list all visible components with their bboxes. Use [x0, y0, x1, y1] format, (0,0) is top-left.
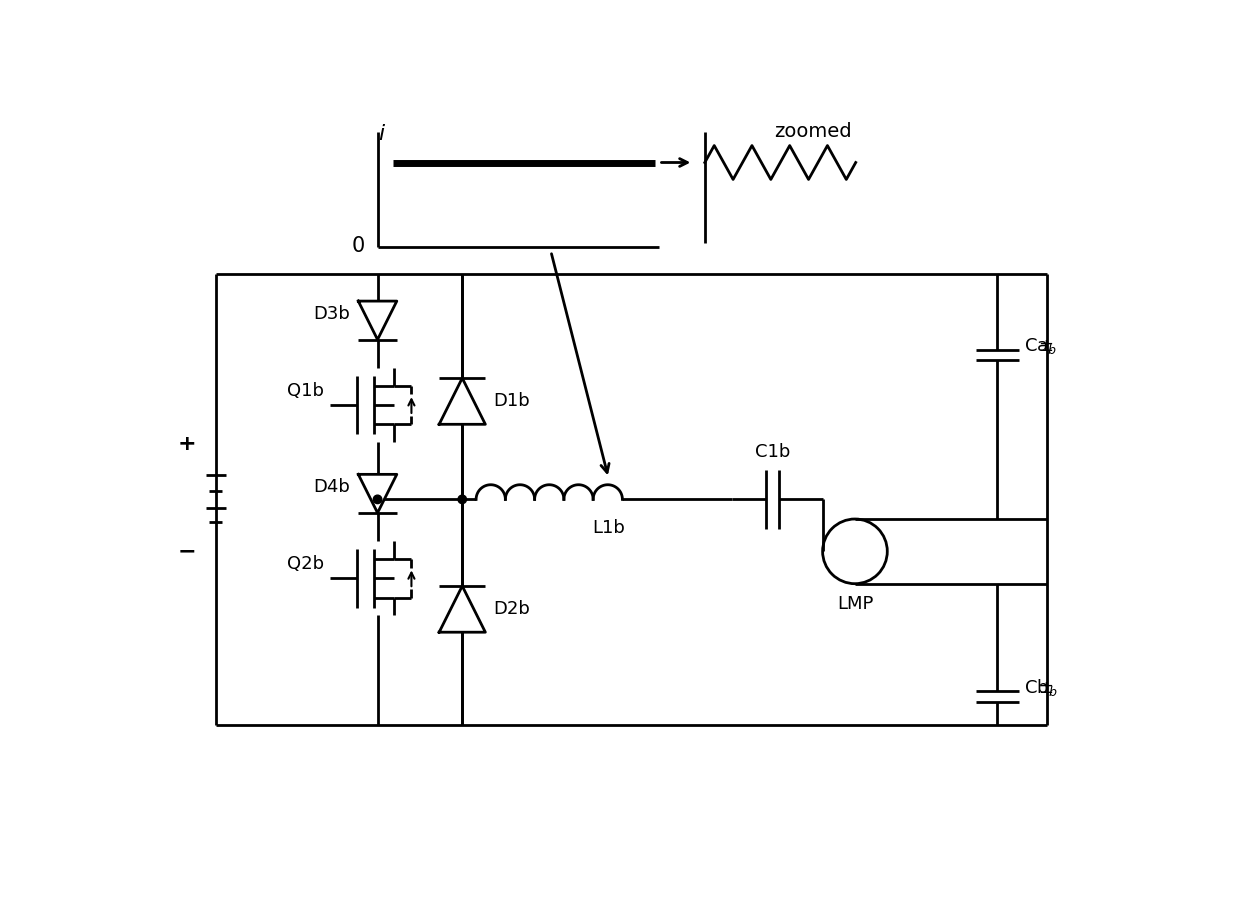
- Text: −: −: [177, 542, 196, 562]
- Text: Cb$_b$: Cb$_b$: [1023, 677, 1058, 698]
- Circle shape: [373, 495, 382, 503]
- Polygon shape: [439, 378, 485, 424]
- Text: D4b: D4b: [314, 479, 351, 497]
- Text: ±: ±: [1038, 337, 1054, 355]
- Polygon shape: [439, 586, 485, 633]
- Text: D2b: D2b: [494, 600, 529, 618]
- Text: Q2b: Q2b: [286, 556, 324, 574]
- Text: 0: 0: [352, 235, 365, 255]
- Text: Ca$_b$: Ca$_b$: [1023, 336, 1056, 356]
- Circle shape: [458, 495, 466, 503]
- Text: D1b: D1b: [494, 392, 529, 410]
- Text: L1b: L1b: [593, 519, 625, 538]
- Text: +: +: [177, 433, 196, 454]
- Polygon shape: [358, 301, 397, 339]
- Text: Q1b: Q1b: [286, 382, 324, 400]
- Text: C1b: C1b: [755, 443, 790, 461]
- Text: zoomed: zoomed: [774, 122, 852, 141]
- Text: D3b: D3b: [314, 305, 351, 323]
- Text: ±: ±: [1038, 679, 1054, 697]
- Polygon shape: [358, 474, 397, 513]
- Text: i: i: [378, 124, 384, 144]
- Text: LMP: LMP: [837, 595, 873, 614]
